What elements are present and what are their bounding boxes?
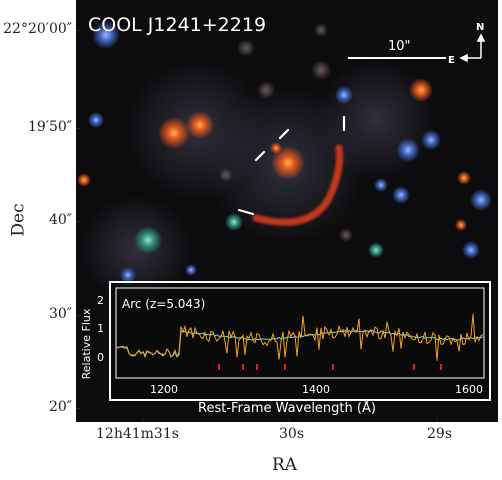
- scale-bar-label: 10": [388, 39, 411, 54]
- ytick-mark: [76, 30, 81, 31]
- xtick-label: 29s: [427, 426, 452, 442]
- compass-north: N: [476, 22, 484, 33]
- y-axis-label: Dec: [8, 203, 29, 237]
- xtick-mark: [289, 417, 290, 422]
- x-axis-label: RA: [272, 455, 298, 475]
- inset-ylabel: Relative Flux: [80, 308, 93, 379]
- sky-image: 10" N E COOL J1241+2219 Arc (z=5.043) 2 …: [77, 14, 492, 401]
- arc-markers: [237, 115, 346, 216]
- lensed-arc: [252, 144, 343, 226]
- ytick-mark: [76, 408, 81, 409]
- inset-xtick-1200: 1200: [150, 383, 178, 396]
- ytick-label: 19′50″: [27, 119, 72, 135]
- compass-icon: [459, 33, 486, 63]
- xtick-label: 30s: [279, 426, 304, 442]
- ytick-label: 30″: [48, 306, 72, 322]
- xtick-mark: [142, 417, 143, 422]
- inset-label: Arc (z=5.043): [122, 297, 205, 311]
- inset-spectrum: Arc (z=5.043) 2 1 0 Relative Flux 1200 1…: [80, 281, 491, 401]
- ytick-mark: [76, 221, 81, 222]
- ytick-mark: [76, 315, 81, 316]
- compass-east: E: [448, 55, 455, 66]
- ytick-mark: [76, 128, 81, 129]
- inset-ytick-1: 1: [97, 322, 104, 335]
- inset-xtick-1600: 1600: [455, 383, 483, 396]
- inset-xlabel: Rest-Frame Wavelength (Å): [198, 401, 376, 416]
- ytick-label: 22°20′00″: [3, 21, 72, 37]
- xtick-mark: [437, 417, 438, 422]
- galaxies: [77, 21, 492, 283]
- xtick-label: 12h41m31s: [96, 426, 179, 442]
- inset-xtick-1400: 1400: [302, 383, 330, 396]
- spectrum-observed: [116, 314, 484, 361]
- ytick-label: 40″: [48, 212, 72, 228]
- inset-ytick-2: 2: [97, 294, 104, 307]
- ytick-label: 20″: [48, 399, 72, 415]
- figure-title: COOL J1241+2219: [88, 14, 266, 36]
- absorption-line-markers: [218, 364, 442, 370]
- image-frame: 10" N E COOL J1241+2219 Arc (z=5.043) 2 …: [76, 0, 498, 422]
- inset-ytick-0: 0: [97, 351, 104, 364]
